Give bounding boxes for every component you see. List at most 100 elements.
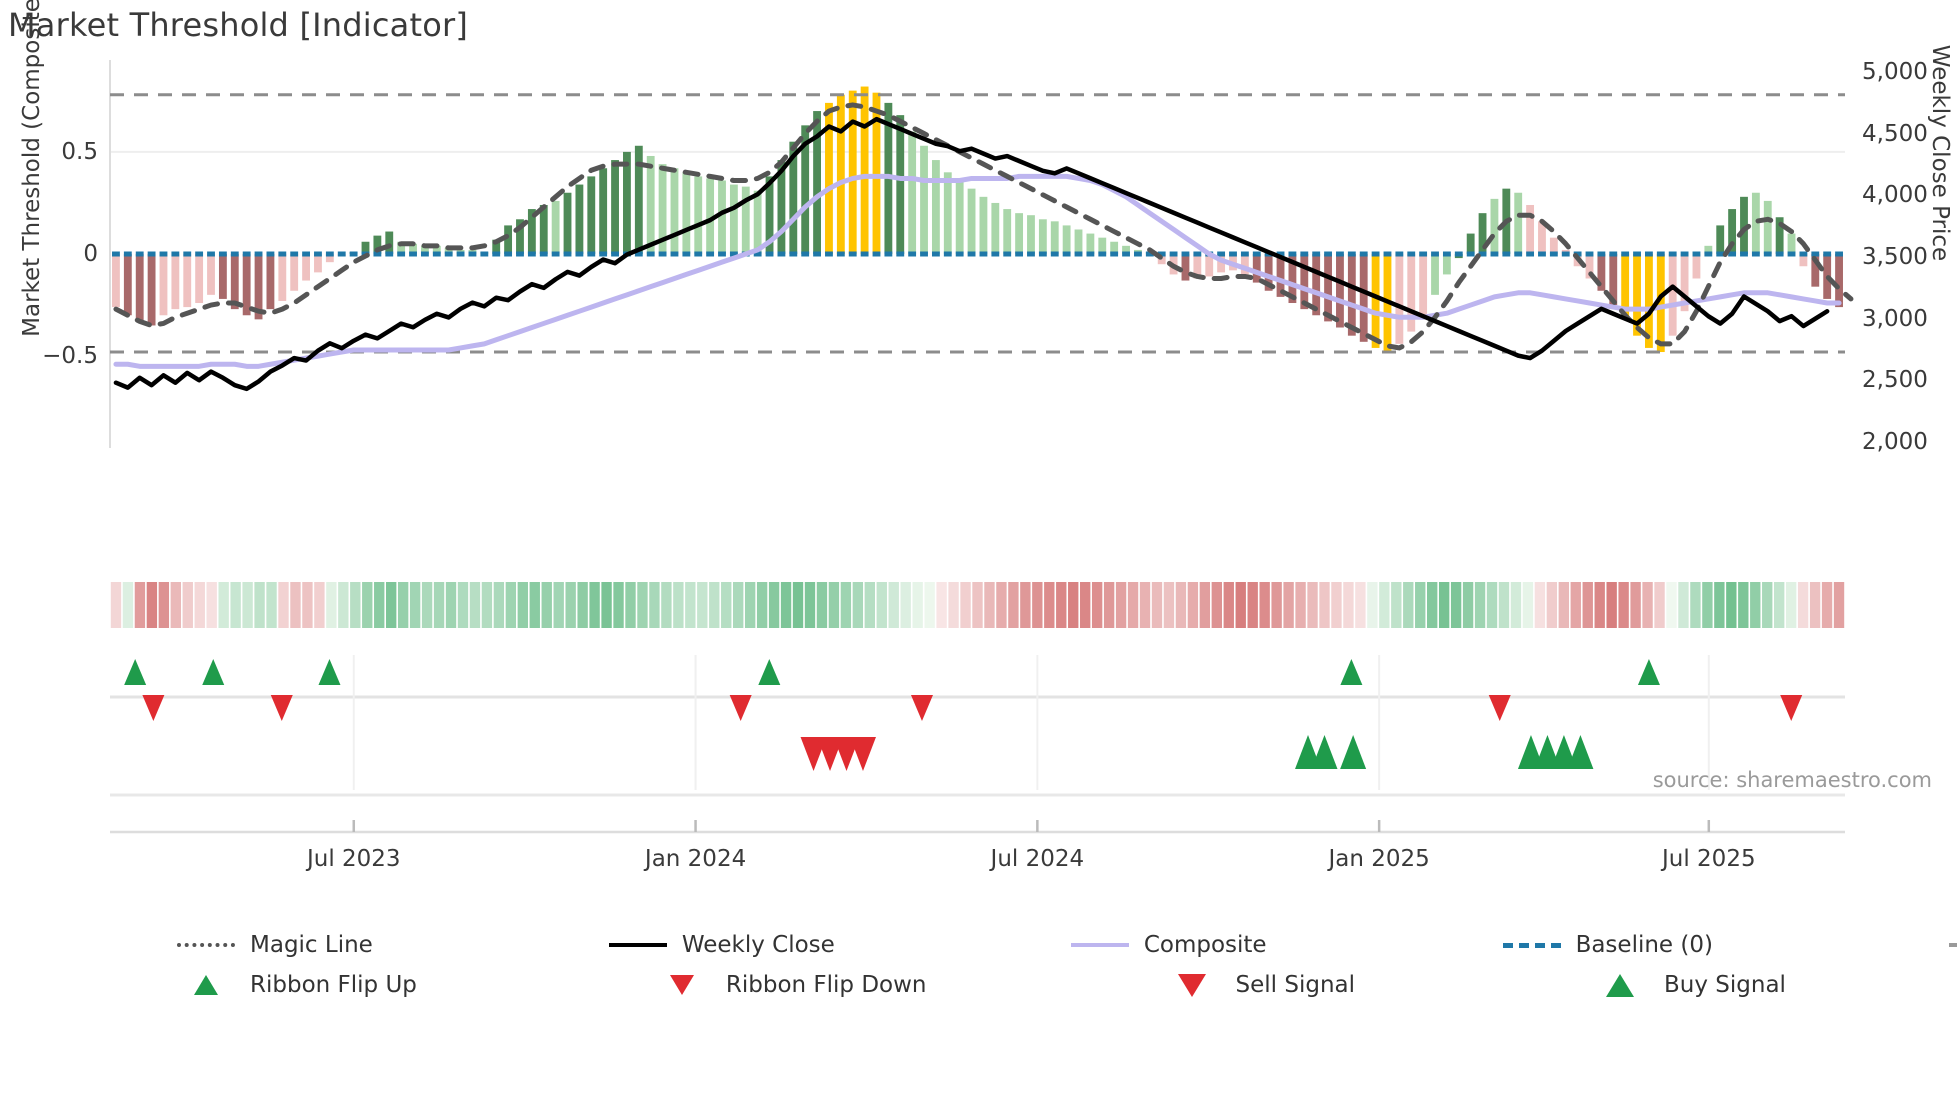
- legend-item-composite[interactable]: Composite: [1069, 932, 1267, 958]
- y-tick-right: 3,500: [1862, 244, 1928, 271]
- histogram-bar: [682, 172, 691, 254]
- legend-item-ribbon-flip-down[interactable]: Ribbon Flip Down: [651, 972, 927, 998]
- baseline-segment: [337, 251, 346, 257]
- histogram-bar: [147, 254, 156, 326]
- baseline-segment: [397, 251, 406, 257]
- histogram-bar: [195, 254, 204, 304]
- histogram-bar: [1538, 221, 1546, 254]
- baseline-segment: [706, 251, 715, 257]
- legend-item-top-line[interactable]: Top Line: [1947, 932, 1960, 958]
- ribbon-cell: [1415, 582, 1426, 628]
- legend-item-magic-line[interactable]: Magic Line: [175, 932, 373, 958]
- legend-item-weekly-close[interactable]: Weekly Close: [607, 932, 835, 958]
- legend-item-sell-signal[interactable]: Sell Signal: [1161, 972, 1355, 998]
- histogram-bar: [1799, 254, 1808, 267]
- baseline-segment: [135, 251, 144, 257]
- baseline-segment: [1573, 251, 1582, 257]
- ribbon-cell: [1821, 582, 1833, 628]
- legend-item-buy-signal[interactable]: Buy Signal: [1589, 972, 1786, 998]
- weekly-close-line: [113, 116, 1830, 392]
- legend-label: Buy Signal: [1664, 972, 1786, 998]
- sell-signal-marker: [833, 737, 860, 771]
- histogram-bar: [1680, 254, 1689, 312]
- histogram-bar: [1050, 221, 1059, 254]
- ribbon-cell: [541, 582, 552, 628]
- histogram-bar: [1526, 204, 1535, 254]
- baseline-segment: [1276, 251, 1285, 257]
- ribbon-cell: [1151, 582, 1163, 628]
- chart-title: Market Threshold [Indicator]: [8, 6, 469, 44]
- histogram-bar: [1716, 225, 1725, 254]
- legend-label: Weekly Close: [681, 932, 835, 958]
- histogram-bar: [825, 102, 833, 254]
- histogram-bar: [1728, 209, 1737, 254]
- legend-label: Ribbon Flip Up: [250, 972, 417, 998]
- ribbon-cell: [362, 582, 373, 628]
- ribbon-cell: [661, 582, 672, 628]
- histogram-bar: [813, 111, 821, 254]
- histogram-bar: [397, 241, 406, 254]
- histogram-bar: [183, 254, 192, 308]
- baseline-segment: [1775, 251, 1784, 257]
- baseline-segment: [147, 251, 156, 257]
- histogram-bar: [634, 145, 643, 254]
- baseline-segment: [1086, 251, 1095, 257]
- y-tick-right: 4,000: [1862, 182, 1928, 209]
- baseline-segment: [789, 251, 798, 257]
- baseline-segment: [884, 251, 893, 257]
- histogram-bar: [373, 235, 382, 254]
- ribbon-cell: [386, 582, 397, 628]
- ribbon-cell: [1211, 582, 1222, 628]
- ribbon-cell: [1833, 582, 1845, 628]
- ribbon-cell: [1139, 582, 1151, 628]
- ribbon-cell: [182, 582, 193, 628]
- ribbon-cell: [1726, 582, 1737, 628]
- histogram-bar: [1585, 254, 1594, 279]
- histogram-bar: [765, 176, 774, 254]
- baseline-segment: [325, 251, 334, 257]
- ribbon-cell: [840, 582, 852, 628]
- ribbon-cell: [565, 582, 576, 628]
- histogram-bar: [599, 168, 608, 254]
- ribbon-cell: [505, 582, 517, 628]
- ribbon-strip: [110, 582, 1845, 628]
- ribbon-cell: [134, 582, 146, 628]
- ribbon-cell: [756, 582, 768, 628]
- baseline-segment: [1526, 251, 1535, 257]
- histogram-bar: [1811, 254, 1820, 287]
- baseline-segment: [1015, 251, 1024, 257]
- baseline-segment: [1252, 251, 1261, 257]
- legend-item-baseline-0[interactable]: Baseline (0): [1501, 932, 1713, 958]
- ribbon-cell: [1462, 582, 1474, 628]
- baseline-segment: [456, 251, 465, 257]
- baseline-segment: [1062, 251, 1071, 257]
- ribbon-cell: [1355, 582, 1366, 628]
- ribbon-cell: [900, 582, 911, 628]
- baseline-segment: [1514, 251, 1523, 257]
- histogram-bar: [432, 245, 441, 254]
- baseline-segment: [1466, 251, 1475, 257]
- ribbon-cell: [1175, 582, 1187, 628]
- baseline-segment: [373, 251, 382, 257]
- ribbon-cell: [780, 582, 792, 628]
- ribbon-cell: [1654, 582, 1665, 628]
- ribbon-cell: [338, 582, 349, 628]
- histogram-bar: [1252, 254, 1261, 283]
- legend-item-ribbon-flip-up[interactable]: Ribbon Flip Up: [175, 972, 417, 998]
- ribbon-cell: [278, 582, 289, 628]
- baseline-segment: [670, 251, 679, 257]
- histogram-bar: [207, 254, 215, 295]
- baseline-segment: [1549, 251, 1558, 257]
- baseline-segment: [896, 251, 905, 257]
- ribbon-cell: [1474, 582, 1486, 628]
- histogram-bar: [1217, 254, 1226, 273]
- ribbon-cell: [1020, 582, 1031, 628]
- triangle-up-icon: [175, 974, 237, 996]
- ribbon-cell: [1797, 582, 1809, 628]
- x-tick: Jul 2024: [990, 846, 1085, 872]
- baseline-segment: [409, 251, 417, 257]
- histogram-bar: [1775, 217, 1784, 254]
- baseline-segment: [1371, 251, 1380, 257]
- x-tick: Jan 2025: [1328, 846, 1430, 872]
- ribbon-cell: [864, 582, 875, 628]
